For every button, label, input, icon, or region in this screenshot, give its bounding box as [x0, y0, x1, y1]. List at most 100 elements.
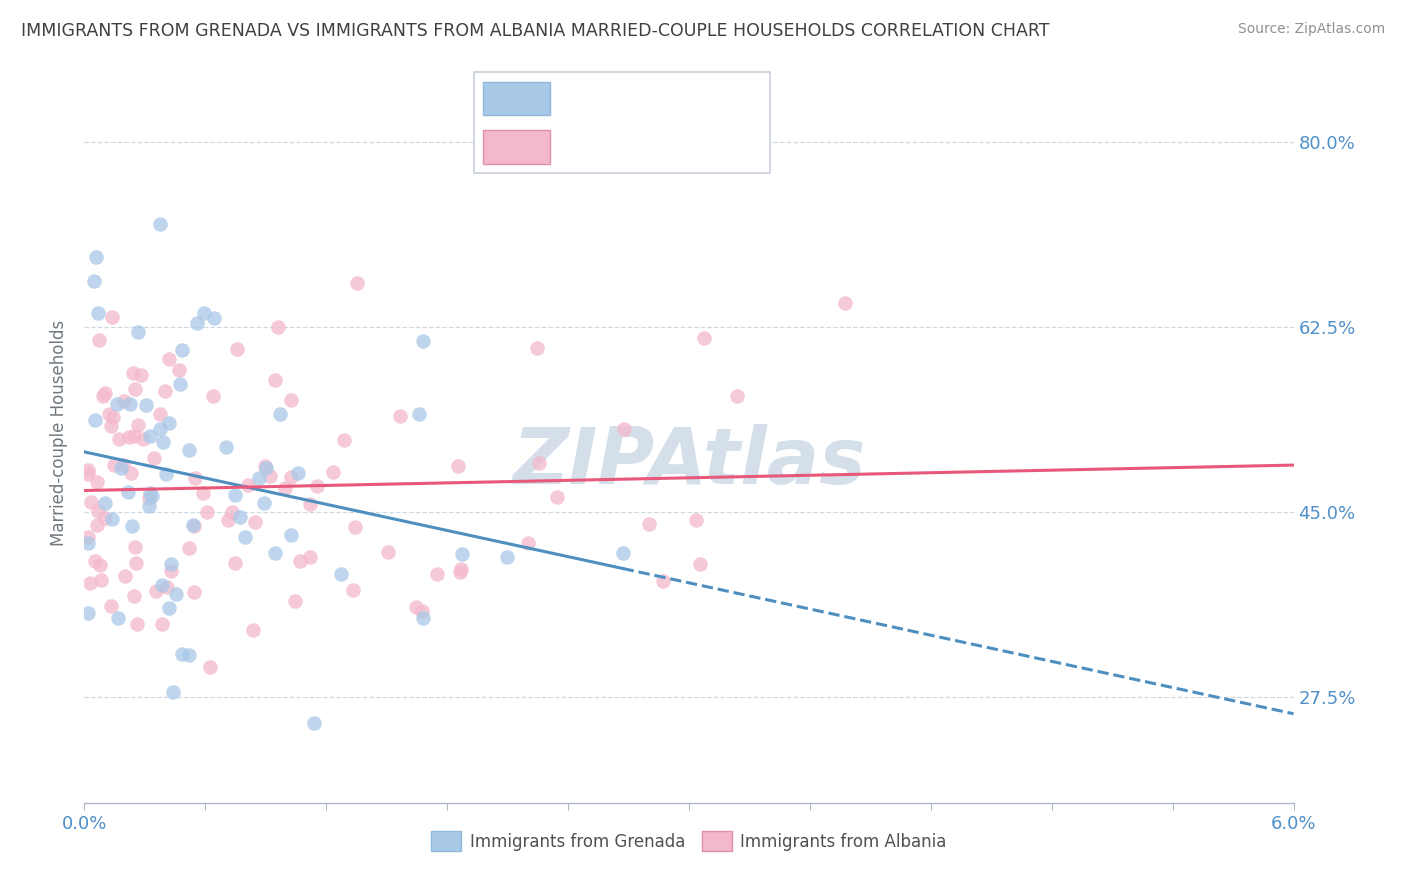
- Point: [118, 397, 141, 411]
- Point: [447, 458, 470, 473]
- Point: [388, 409, 411, 423]
- Point: [86, 518, 108, 533]
- Point: [299, 549, 322, 564]
- Point: [177, 648, 200, 663]
- Point: [122, 589, 145, 603]
- Point: [346, 276, 368, 290]
- Point: [138, 491, 160, 505]
- Point: [177, 541, 200, 555]
- Point: [167, 362, 190, 376]
- Point: [693, 331, 716, 345]
- Point: [264, 546, 287, 560]
- Point: [299, 497, 322, 511]
- Point: [87, 306, 110, 320]
- Point: [139, 429, 162, 443]
- Point: [516, 536, 538, 550]
- Point: [426, 567, 449, 582]
- Point: [229, 509, 252, 524]
- Point: [149, 407, 172, 421]
- Text: 99: 99: [737, 137, 762, 155]
- Point: [254, 461, 277, 475]
- Point: [652, 574, 675, 588]
- Point: [105, 397, 128, 411]
- Point: [613, 422, 636, 436]
- Point: [165, 587, 187, 601]
- Point: [253, 458, 276, 473]
- Text: ZIPAtlas: ZIPAtlas: [512, 425, 866, 500]
- Point: [84, 250, 107, 264]
- Point: [157, 600, 180, 615]
- Point: [233, 530, 256, 544]
- Point: [150, 578, 173, 592]
- Point: [152, 435, 174, 450]
- Point: [101, 512, 124, 526]
- Point: [405, 600, 427, 615]
- Point: [224, 488, 246, 502]
- Point: [98, 407, 121, 421]
- Point: [89, 558, 111, 572]
- Point: [546, 490, 568, 504]
- Point: [252, 496, 274, 510]
- Point: [191, 486, 214, 500]
- Point: [118, 430, 141, 444]
- Point: [226, 342, 249, 356]
- Point: [238, 478, 260, 492]
- Point: [242, 623, 264, 637]
- Point: [612, 546, 634, 560]
- Point: [218, 513, 240, 527]
- FancyBboxPatch shape: [484, 82, 550, 115]
- Point: [280, 392, 302, 407]
- Point: [412, 611, 434, 625]
- Point: [124, 382, 146, 396]
- Point: [172, 647, 194, 661]
- Point: [93, 496, 115, 510]
- Point: [101, 409, 124, 424]
- Text: N =: N =: [689, 137, 728, 155]
- Point: [127, 417, 149, 432]
- Point: [111, 458, 134, 473]
- Point: [526, 341, 548, 355]
- Point: [198, 660, 221, 674]
- Point: [322, 466, 344, 480]
- Point: [103, 458, 125, 472]
- Point: [263, 373, 285, 387]
- Text: N =: N =: [689, 89, 728, 107]
- Point: [135, 398, 157, 412]
- Point: [195, 506, 218, 520]
- Point: [411, 603, 433, 617]
- Point: [177, 442, 200, 457]
- Point: [183, 517, 205, 532]
- Point: [138, 500, 160, 514]
- Text: IMMIGRANTS FROM GRENADA VS IMMIGRANTS FROM ALBANIA MARRIED-COUPLE HOUSEHOLDS COR: IMMIGRANTS FROM GRENADA VS IMMIGRANTS FR…: [21, 22, 1050, 40]
- Point: [221, 505, 243, 519]
- Point: [129, 368, 152, 383]
- Point: [288, 554, 311, 568]
- Text: Source: ZipAtlas.com: Source: ZipAtlas.com: [1237, 22, 1385, 37]
- Point: [124, 540, 146, 554]
- Point: [121, 519, 143, 533]
- Point: [117, 485, 139, 500]
- Point: [186, 316, 208, 330]
- Point: [305, 479, 328, 493]
- Point: [342, 583, 364, 598]
- Point: [332, 433, 354, 447]
- Point: [157, 352, 180, 367]
- Point: [150, 616, 173, 631]
- Point: [280, 469, 302, 483]
- Point: [87, 333, 110, 347]
- Point: [274, 481, 297, 495]
- Point: [496, 550, 519, 565]
- Point: [148, 217, 170, 231]
- Point: [91, 389, 114, 403]
- Text: -0.109: -0.109: [623, 89, 686, 107]
- Point: [77, 467, 100, 482]
- Text: R =: R =: [568, 89, 607, 107]
- Text: R =: R =: [568, 137, 607, 155]
- Legend: Immigrants from Grenada, Immigrants from Albania: Immigrants from Grenada, Immigrants from…: [425, 825, 953, 857]
- Point: [120, 466, 142, 480]
- Point: [408, 407, 430, 421]
- Point: [84, 412, 107, 426]
- Point: [160, 564, 183, 578]
- Point: [159, 416, 181, 430]
- Point: [90, 573, 112, 587]
